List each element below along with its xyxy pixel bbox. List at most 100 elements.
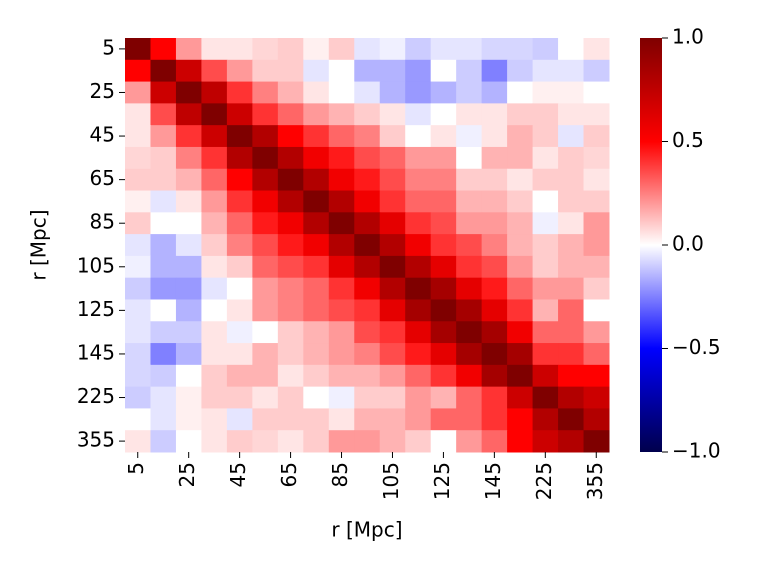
heatmap-cell [583,168,610,192]
heatmap-cell [379,430,406,453]
heatmap-cell [481,59,508,83]
heatmap-cell [507,299,534,322]
heatmap-cell [532,430,559,453]
x-tick-label: 25 [175,462,199,487]
y-tick-label: 225 [77,384,115,408]
heatmap-cell [456,321,483,344]
heatmap-cell [405,234,432,257]
heatmap-cell [558,168,585,192]
colorbar-tick-label: −0.5 [672,335,721,359]
heatmap-cell [150,430,177,453]
x-tick-label: 125 [430,462,454,500]
heatmap-cell [481,430,508,453]
heatmap-cell [303,59,330,83]
heatmap-cell [226,430,253,453]
y-axis-label: r [Mpc] [27,209,51,280]
heatmap-cell [405,190,432,213]
heatmap-cell [150,59,177,83]
heatmap-cell [277,277,304,300]
heatmap-cell [328,386,355,409]
heatmap-cell [303,190,330,213]
heatmap-cell [303,364,330,388]
heatmap-cell [328,408,355,431]
heatmap-cell [175,386,202,409]
heatmap-cell [430,190,457,213]
heatmap-cell [201,255,228,279]
y-tick-label: 45 [90,123,115,147]
heatmap-cell [507,408,534,431]
heatmap-cell [379,125,406,148]
heatmap-cell [150,299,177,322]
heatmap-cell [532,277,559,300]
heatmap-cell [481,168,508,192]
heatmap-cell [558,343,585,366]
heatmap-cell [456,212,483,235]
heatmap-cell [252,103,279,126]
heatmap-cell [328,277,355,300]
heatmap-cell [507,125,534,148]
heatmap-cell [226,59,253,83]
heatmap-cell [481,125,508,148]
heatmap-cell [150,168,177,192]
heatmap-cell [201,212,228,235]
heatmap-cell [252,212,279,235]
heatmap-cell [328,321,355,344]
heatmap-cell [252,277,279,300]
colorbar-tick-label: 0.5 [672,128,704,152]
heatmap-cell [150,234,177,257]
heatmap-cell [456,103,483,126]
heatmap-cell [379,234,406,257]
heatmap-cell [532,146,559,170]
heatmap-cell [379,59,406,83]
heatmap-cell [379,38,406,61]
heatmap-cell [201,430,228,453]
heatmap-cell [481,343,508,366]
heatmap-cell [150,81,177,104]
heatmap-cell [583,386,610,409]
heatmap-cell [507,59,534,83]
heatmap-cell [583,343,610,366]
heatmap-cell [252,343,279,366]
heatmap-cell [150,277,177,300]
heatmap-cell [150,125,177,148]
heatmap-cell [405,81,432,104]
heatmap-cell [456,81,483,104]
heatmap-cell [252,190,279,213]
heatmap-cell [277,103,304,126]
heatmap-cell [583,255,610,279]
heatmap-cell [379,190,406,213]
heatmap-cell [430,168,457,192]
heatmap-cell [558,277,585,300]
heatmap-cell [405,212,432,235]
heatmap-cell [328,168,355,192]
colorbar [640,38,662,452]
heatmap-cell [558,386,585,409]
heatmap-cell [201,103,228,126]
heatmap-cell [507,146,534,170]
heatmap-cell [354,343,381,366]
heatmap-cell [456,430,483,453]
heatmap-cell [481,212,508,235]
heatmap-cell [175,321,202,344]
heatmap-cell [379,343,406,366]
heatmap-cell [277,386,304,409]
heatmap-cell [125,277,151,300]
heatmap-cell [277,408,304,431]
heatmap-cell [481,81,508,104]
heatmap-cell [277,38,304,61]
heatmap-cell [379,168,406,192]
heatmap-cell [226,81,253,104]
heatmap-cell [558,364,585,388]
heatmap-cell [201,321,228,344]
heatmap-cell [328,190,355,213]
heatmap-cell [252,125,279,148]
x-tick-label: 355 [583,462,607,500]
heatmap-cell [175,190,202,213]
heatmap-cell [532,299,559,322]
heatmap-cell [558,125,585,148]
heatmap-cell [328,255,355,279]
heatmap-cell [456,255,483,279]
heatmap-cell [481,146,508,170]
heatmap-cell [354,146,381,170]
heatmap-cell [532,81,559,104]
